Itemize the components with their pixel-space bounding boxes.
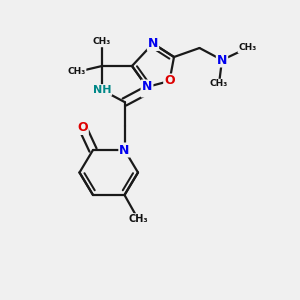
Text: N: N: [148, 37, 158, 50]
Text: NH: NH: [93, 85, 111, 95]
Text: CH₃: CH₃: [68, 68, 85, 76]
Text: CH₃: CH₃: [128, 214, 148, 224]
Text: O: O: [77, 121, 88, 134]
Text: O: O: [164, 74, 175, 88]
Text: N: N: [217, 53, 227, 67]
Text: CH₃: CH₃: [93, 38, 111, 46]
Text: CH₃: CH₃: [210, 80, 228, 88]
Text: O: O: [142, 83, 152, 97]
Text: CH₃: CH₃: [238, 44, 256, 52]
Text: N: N: [142, 80, 152, 94]
Text: N: N: [119, 143, 130, 157]
